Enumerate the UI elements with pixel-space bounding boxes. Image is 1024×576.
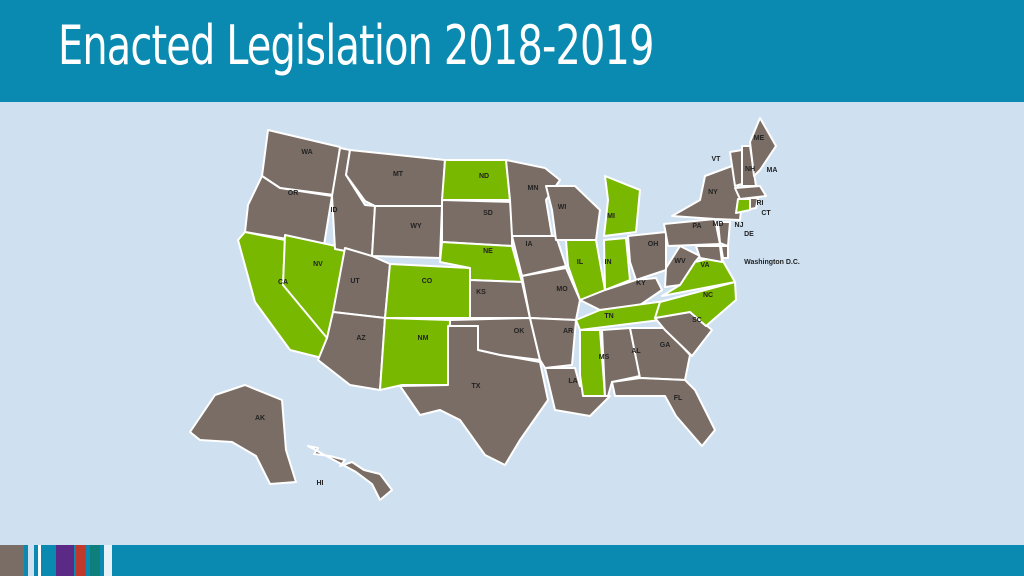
state <box>379 317 451 391</box>
state-label: MS <box>599 354 610 361</box>
state-label: WY <box>410 223 422 230</box>
state <box>511 235 567 277</box>
state-label: UT <box>350 278 360 285</box>
state <box>371 205 443 259</box>
state <box>189 384 297 485</box>
dc-label: Washington D.C. <box>744 259 800 266</box>
state <box>579 329 606 397</box>
state-label: MO <box>556 286 568 293</box>
state <box>603 237 631 291</box>
state-label: IN <box>605 259 612 266</box>
state-label: OR <box>288 190 299 197</box>
state-label: CA <box>278 279 288 286</box>
state <box>603 175 641 237</box>
state-label: NH <box>745 166 755 173</box>
state-label: TX <box>472 383 481 390</box>
state-label: KS <box>476 289 486 296</box>
state <box>749 117 777 177</box>
state <box>627 231 667 281</box>
state-label: TN <box>604 313 613 320</box>
state-label: FL <box>674 395 683 402</box>
state <box>545 185 601 241</box>
state <box>384 263 471 319</box>
state-label: ND <box>479 173 489 180</box>
us-map: WA OR CA NV ID MT WY UT CO AZ NM ND SD N… <box>189 117 800 501</box>
state-label: SC <box>692 317 702 324</box>
state-label: AL <box>631 348 641 355</box>
state <box>399 325 549 466</box>
footer-swatch <box>28 545 34 576</box>
state-label: NE <box>483 248 493 255</box>
state <box>544 367 611 417</box>
footer-swatch <box>76 545 86 576</box>
state-label: SD <box>483 210 493 217</box>
states <box>189 117 777 501</box>
state <box>505 159 561 237</box>
state-label: KY <box>636 280 646 287</box>
footer-swatch <box>104 545 112 576</box>
state-label: RI <box>757 200 764 207</box>
state-label: AK <box>255 415 265 422</box>
state-label: OK <box>514 328 525 335</box>
state <box>529 317 577 369</box>
state-label: MA <box>767 167 778 174</box>
state-label: AR <box>563 328 573 335</box>
state-labels: WA OR CA NV ID MT WY UT CO AZ NM ND SD N… <box>255 135 800 487</box>
state-label: PA <box>692 223 701 230</box>
state <box>735 198 751 214</box>
state-label: ID <box>331 207 338 214</box>
state <box>469 279 531 319</box>
state-label: NY <box>708 189 718 196</box>
state-label: GA <box>660 342 671 349</box>
state-label: VA <box>700 262 709 269</box>
state-label: CT <box>761 210 771 217</box>
state-label: MN <box>528 185 539 192</box>
state <box>521 267 581 321</box>
footer-bar <box>0 545 1024 576</box>
state <box>307 445 393 501</box>
state <box>734 185 767 200</box>
state-label: NM <box>418 335 429 342</box>
state <box>441 199 513 247</box>
state-label: WI <box>558 204 567 211</box>
state-label: CO <box>422 278 433 285</box>
state-label: IA <box>526 241 533 248</box>
title: Enacted Legislation 2018-2019 <box>58 14 654 77</box>
state <box>611 377 716 447</box>
state <box>695 245 723 263</box>
state-label: AZ <box>356 335 366 342</box>
state-label: MD <box>713 221 724 228</box>
state-label: WA <box>301 149 312 156</box>
footer-swatch <box>0 545 24 576</box>
state <box>720 245 729 259</box>
state-label: HI <box>317 480 324 487</box>
state-label: ME <box>754 135 765 142</box>
state-label: DE <box>744 231 754 238</box>
state-label: WV <box>674 258 686 265</box>
state-label: IL <box>577 259 584 266</box>
state-label: OH <box>648 241 659 248</box>
header: Enacted Legislation 2018-2019 <box>0 0 1024 102</box>
state-label: MT <box>393 171 404 178</box>
state <box>749 197 759 210</box>
state-label: NJ <box>735 222 744 229</box>
state-label: VT <box>712 156 722 163</box>
state-label: NC <box>703 292 713 299</box>
state-label: MI <box>607 213 615 220</box>
footer-swatch <box>38 545 55 576</box>
state <box>441 159 511 201</box>
footer-swatch <box>56 545 74 576</box>
state-label: LA <box>568 378 577 385</box>
footer-swatch <box>90 545 100 576</box>
state-label: NV <box>313 261 323 268</box>
state <box>671 165 743 221</box>
